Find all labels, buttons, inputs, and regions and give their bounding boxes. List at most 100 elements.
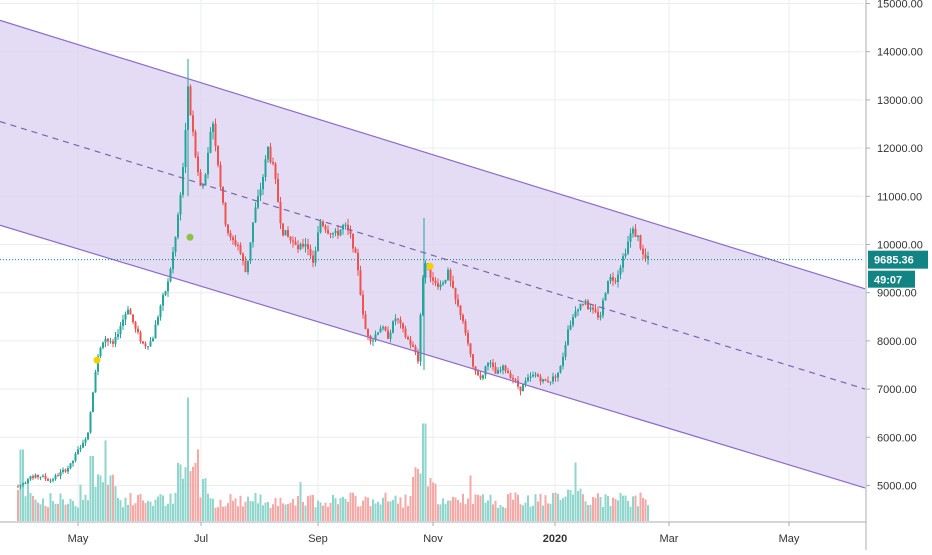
volume-bar [82,499,84,521]
y-tick-label: 8000.00 [877,336,917,348]
candle-body [277,178,279,203]
candle-body [464,321,467,334]
candle-body [612,277,614,281]
candle-body [34,474,37,478]
candle-body [339,229,342,236]
channel-upper-line[interactable] [0,19,866,290]
volume-bar [159,494,162,521]
channel-lower-line[interactable] [0,224,866,489]
signal-marker[interactable] [93,356,101,364]
volume-bar [29,493,32,521]
candle-body [517,380,519,387]
volume-bar [99,475,102,521]
volume-bar [247,496,249,521]
candle-body [237,245,239,247]
volume-bar [332,494,334,521]
volume-bar [34,499,37,521]
volume-bar [302,501,304,521]
candle-body [147,346,149,348]
candle-body [94,371,97,393]
candle-body [207,152,209,175]
volume-bar [234,498,237,521]
candle-body [614,280,617,282]
candle-body [567,329,569,346]
volume-bar [254,492,257,521]
volume-bar [564,496,567,521]
candle-body [212,123,214,132]
x-tick-label: Jul [194,533,208,545]
candle-body [647,256,649,259]
signal-marker[interactable] [186,233,194,241]
volume-bar [327,506,329,521]
volume-bar [232,500,234,521]
x-tick-label: 2020 [543,533,567,545]
candle-body [164,291,167,295]
candle-body [367,328,369,336]
countdown-box [868,270,915,288]
volume-bar [382,497,384,521]
candle-body [632,228,634,234]
candle-body [174,237,177,252]
volume-bar [364,496,367,521]
candle-body [322,221,324,227]
candle-body [619,267,622,275]
volume-bar [127,504,129,521]
candle-body [99,347,102,357]
volume-bar [487,500,489,521]
volume-bar [242,506,244,521]
volume-bar [114,486,117,521]
candle-body [409,339,412,345]
candle-body [307,244,309,250]
candle-body [404,328,407,337]
candle-body [319,221,322,233]
candle-body [389,332,392,339]
candle-body [459,305,462,316]
volume-bar [634,495,637,521]
signal-marker[interactable] [426,262,434,270]
candle-body [554,376,557,378]
candle-body [122,319,124,326]
candle-body [317,232,319,251]
candle-body [377,332,379,335]
candle-body [272,162,274,164]
candle-body [622,256,624,268]
volume-bar [129,493,132,521]
y-tick-label: 13000.00 [877,95,923,107]
volume-bar [587,505,589,521]
volume-bar [292,498,294,521]
candle-body [472,354,474,367]
candle-body [542,379,544,382]
candle-body [102,342,104,348]
volume-bar [504,507,507,521]
volume-bar [64,504,67,521]
candle-body [227,224,229,234]
candle-body [469,343,472,355]
volume-bar [627,500,629,521]
volume-bar [257,503,259,521]
candle-body [579,303,582,310]
candle-body [392,321,394,333]
candle-body [382,327,384,329]
volume-bar [182,478,184,521]
volume-bar [454,497,457,521]
candle-body [42,475,44,477]
volume-bar [524,502,527,521]
channel-middle-line[interactable] [0,121,866,390]
volume-bar [337,504,339,521]
candle-body [489,362,492,364]
volume-bar [237,506,239,521]
candle-body [549,381,552,383]
candle-body [552,376,554,382]
volume-bar [544,495,547,521]
volume-bar [32,495,34,521]
volume-bar [167,503,169,521]
volume-bar [322,505,324,521]
volume-bar [407,505,409,521]
candle-body [634,228,637,237]
candle-body [309,249,312,256]
volume-bar [502,506,504,521]
candle-body [369,335,372,342]
volume-bar [507,494,509,521]
